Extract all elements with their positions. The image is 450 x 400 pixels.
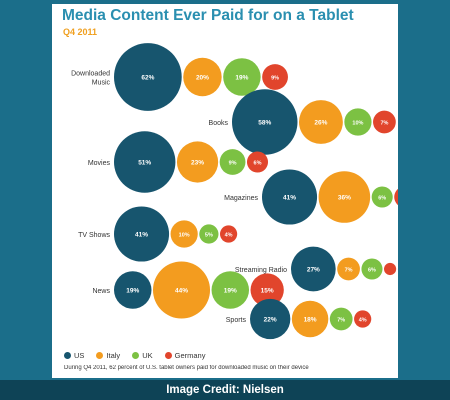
legend-label-uk: UK xyxy=(142,350,153,360)
bubble-books-germany xyxy=(373,110,396,134)
bubble-label-tv-shows-uk: 5% xyxy=(205,232,213,238)
bubble-tv-shows-italy xyxy=(170,220,198,248)
category-label-downloaded-music: Music xyxy=(92,80,111,87)
bubble-books-us xyxy=(232,89,298,155)
bubble-label-downloaded-music-us: 62% xyxy=(141,74,154,81)
bubble-label-books-germany: 7% xyxy=(380,120,388,126)
category-label-magazines: Magazines xyxy=(224,195,258,202)
bubble-label-sports-us: 22% xyxy=(264,316,277,323)
bubble-label-tv-shows-italy: 10% xyxy=(179,232,190,238)
bubble-streaming-radio-uk xyxy=(361,258,383,280)
bubble-label-news-italy: 44% xyxy=(175,287,188,294)
legend-label-germany: Germany xyxy=(174,350,206,360)
bubble-downloaded-music-italy xyxy=(183,57,222,97)
bubble-label-downloaded-music-uk: 19% xyxy=(235,74,248,81)
legend-item-italy: Italy xyxy=(96,351,120,360)
legend-label-italy: Italy xyxy=(106,350,121,360)
bubble-label-magazines-uk: 6% xyxy=(378,195,386,201)
legend-item-us: US xyxy=(64,351,84,360)
bubble-sports-germany xyxy=(354,310,372,328)
bubble-movies-germany xyxy=(246,151,269,173)
bubble-downloaded-music-germany xyxy=(262,64,288,90)
bubble-tv-shows-germany xyxy=(219,225,238,243)
bubble-downloaded-music-uk xyxy=(223,58,261,96)
legend-item-germany: Germany xyxy=(164,350,206,360)
legend-swatch-italy xyxy=(96,351,104,359)
bubble-label-tv-shows-germany: 4% xyxy=(225,232,233,238)
bubble-streaming-radio-italy xyxy=(337,257,360,281)
chart-title: Media Content Ever Paid for on a Tablet xyxy=(62,7,354,24)
bubble-news-us xyxy=(114,271,152,309)
bubble-label-news-germany: 15% xyxy=(261,287,274,294)
bubble-label-books-us: 58% xyxy=(258,119,271,126)
bubble-label-movies-us: 51% xyxy=(138,159,151,166)
bubble-label-movies-italy: 23% xyxy=(191,159,204,166)
bubble-label-tv-shows-us: 41% xyxy=(135,231,148,238)
bubble-news-uk xyxy=(211,271,250,309)
legend-swatch-germany xyxy=(164,351,172,359)
bubble-chart: Downloaded Music 62% 20% 19% 9% Books 58% 26% 10%… xyxy=(71,43,398,340)
bubble-movies-italy xyxy=(176,141,219,183)
bubble-magazines-uk xyxy=(371,186,393,208)
category-label-books: Books xyxy=(209,120,229,127)
bubble-books-italy xyxy=(298,100,343,144)
category-label-tv-shows: TV Shows xyxy=(78,232,110,239)
bubble-news-germany xyxy=(250,273,284,307)
bubble-label-streaming-radio-us: 27% xyxy=(307,266,320,273)
bubble-tv-shows-us xyxy=(114,206,170,262)
legend-label-us: US xyxy=(74,350,85,360)
bubble-label-movies-uk: 9% xyxy=(229,160,237,166)
chart-legend: US Italy UK Germany xyxy=(64,349,205,361)
bubble-sports-uk xyxy=(329,307,353,331)
bubble-books-uk xyxy=(344,108,372,136)
bubble-label-streaming-radio-uk: 6% xyxy=(368,267,376,273)
category-label-news: News xyxy=(92,288,110,295)
category-label-sports: Sports xyxy=(226,317,247,324)
bubble-sports-us xyxy=(250,298,291,340)
bubble-label-news-uk: 19% xyxy=(224,287,237,294)
bubble-magazines-germany xyxy=(394,188,398,206)
bubble-label-magazines-us: 41% xyxy=(283,194,296,201)
bubble-movies-uk xyxy=(219,149,246,175)
bubble-label-streaming-radio-italy: 7% xyxy=(345,267,353,273)
bubble-label-sports-italy: 18% xyxy=(304,316,317,323)
bubble-streaming-radio-us xyxy=(291,246,336,292)
bubble-label-books-uk: 10% xyxy=(352,120,363,126)
legend-swatch-uk xyxy=(132,351,140,359)
bubble-movies-us xyxy=(114,131,176,193)
bubble-label-magazines-italy: 36% xyxy=(338,194,351,201)
legend-swatch-us xyxy=(64,351,71,359)
image-credit: Image Credit: Nielsen xyxy=(166,384,284,396)
bubble-downloaded-music-us xyxy=(114,43,182,111)
bubble-label-downloaded-music-germany: 9% xyxy=(271,75,279,81)
bubble-label-downloaded-music-italy: 20% xyxy=(196,74,209,81)
credit-bar: Image Credit: Nielsen xyxy=(0,380,450,400)
bubble-magazines-us xyxy=(262,169,318,225)
chart-subtitle: Q4 2011 xyxy=(63,27,98,37)
chart-footnote: During Q4 2011, 62 percent of U.S. table… xyxy=(64,365,309,371)
bubble-label-books-italy: 26% xyxy=(314,119,327,126)
bubble-streaming-radio-germany xyxy=(384,262,397,276)
chart-card: Media Content Ever Paid for on a Tablet … xyxy=(52,4,398,378)
bubble-magazines-italy xyxy=(318,171,371,223)
bubble-sports-italy xyxy=(291,300,329,338)
category-label-movies: Movies xyxy=(88,160,111,167)
bubble-label-sports-uk: 7% xyxy=(337,317,345,323)
bubble-news-italy xyxy=(152,261,211,319)
bubble-label-sports-germany: 4% xyxy=(359,317,367,323)
category-label-streaming-radio: Streaming Radio xyxy=(235,267,287,274)
bubble-tv-shows-uk xyxy=(199,224,219,244)
legend-item-uk: UK xyxy=(132,350,153,360)
category-label-downloaded-music: Downloaded xyxy=(71,71,110,78)
bubble-label-news-us: 19% xyxy=(126,287,139,294)
bubble-label-movies-germany: 6% xyxy=(254,160,262,166)
